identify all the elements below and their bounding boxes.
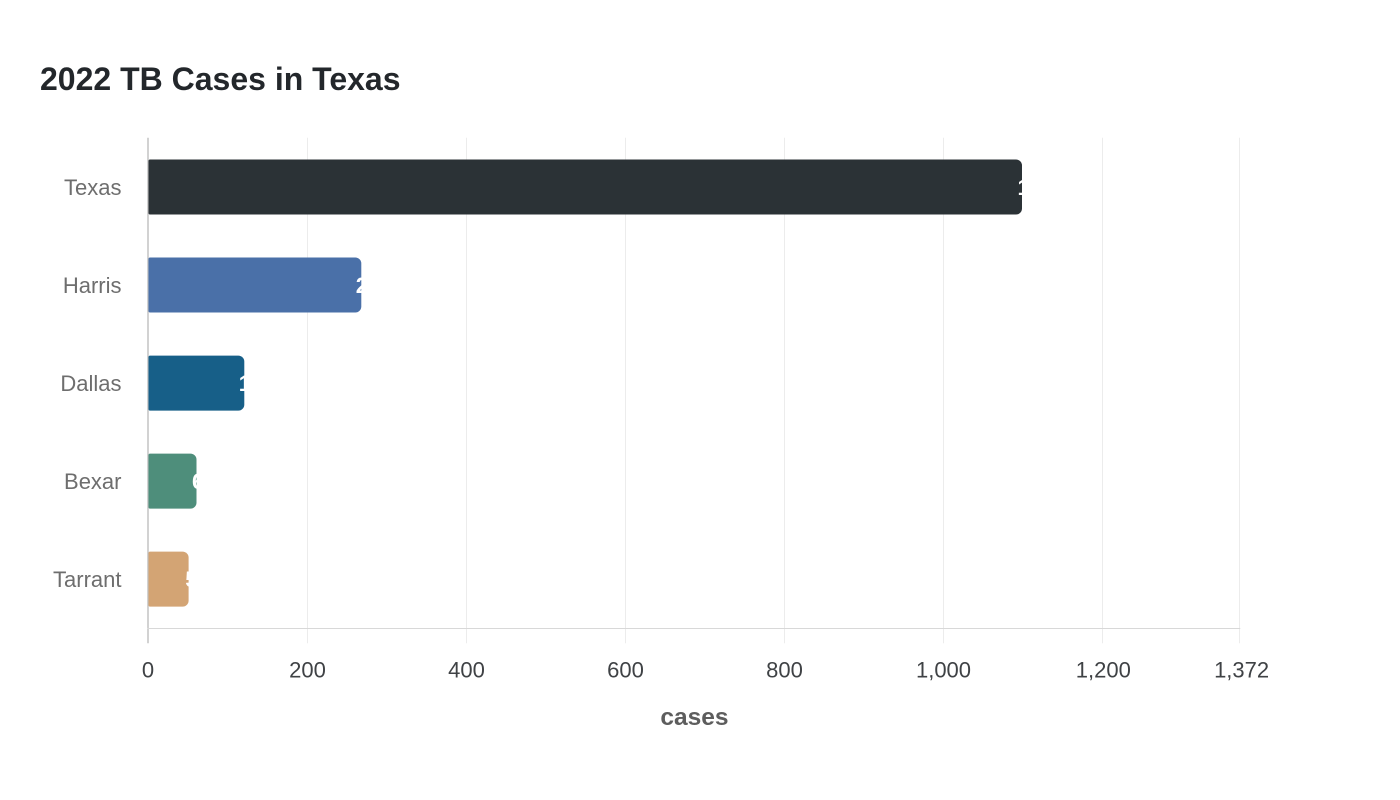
svg-text:1,000: 1,000 [916,657,971,682]
svg-text:61: 61 [192,469,216,494]
svg-text:2022 TB Cases in Texas: 2022 TB Cases in Texas [40,61,401,97]
svg-text:Bexar: Bexar [64,469,121,494]
svg-text:1,200: 1,200 [1076,657,1131,682]
svg-text:Dallas: Dallas [60,371,121,396]
svg-text:Tarrant: Tarrant [53,567,121,592]
svg-text:51: 51 [185,567,209,592]
svg-text:cases: cases [660,704,728,731]
svg-text:268: 268 [356,273,393,298]
svg-text:Texas: Texas [64,175,121,200]
svg-text:400: 400 [448,657,485,682]
svg-text:1,372: 1,372 [1214,657,1269,682]
svg-text:0: 0 [142,657,154,682]
svg-text:Harris: Harris [63,273,122,298]
svg-text:121: 121 [239,371,276,396]
svg-text:1,097: 1,097 [1018,175,1073,200]
svg-text:800: 800 [766,657,803,682]
svg-text:600: 600 [607,657,644,682]
svg-text:200: 200 [289,657,326,682]
